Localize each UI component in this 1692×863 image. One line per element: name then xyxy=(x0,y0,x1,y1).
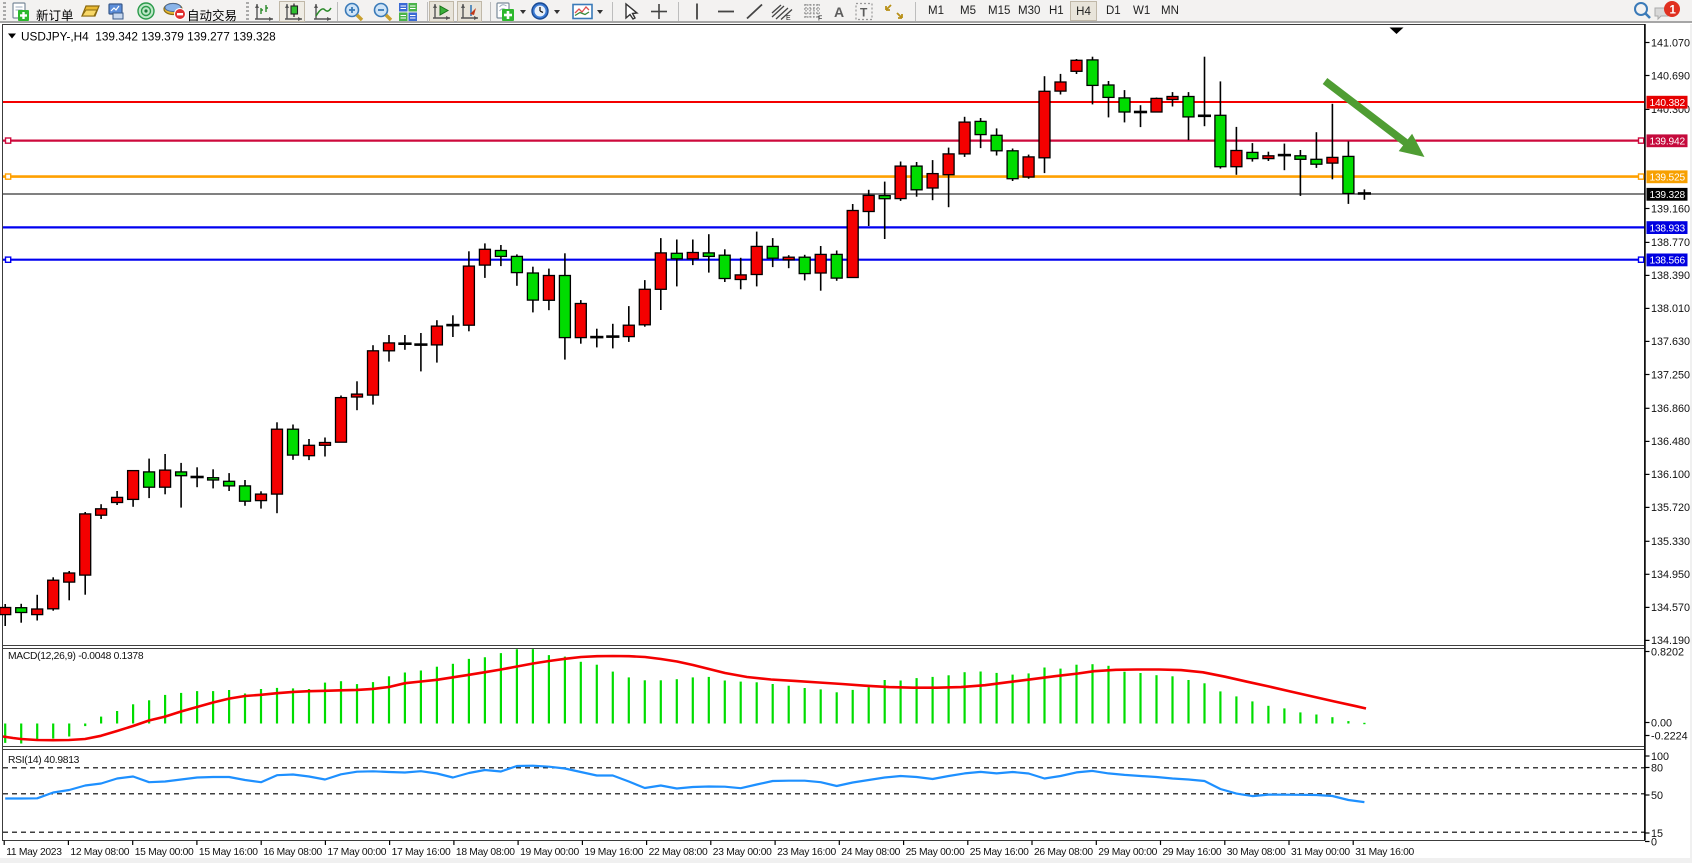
svg-text:135.330: 135.330 xyxy=(1651,536,1690,548)
svg-text:12 May 08:00: 12 May 08:00 xyxy=(70,847,129,858)
svg-text:139.525: 139.525 xyxy=(1650,173,1686,184)
svg-text:140.690: 140.690 xyxy=(1651,70,1690,82)
svg-text:17 May 00:00: 17 May 00:00 xyxy=(327,847,386,858)
svg-text:136.860: 136.860 xyxy=(1651,403,1690,415)
svg-text:137.630: 137.630 xyxy=(1651,336,1690,348)
svg-text:18 May 08:00: 18 May 08:00 xyxy=(456,847,515,858)
svg-text:23 May 00:00: 23 May 00:00 xyxy=(713,847,772,858)
svg-text:19 May 00:00: 19 May 00:00 xyxy=(520,847,579,858)
svg-text:1: 1 xyxy=(1670,4,1677,16)
svg-text:134.950: 134.950 xyxy=(1651,569,1690,581)
svg-text:15: 15 xyxy=(1651,828,1663,840)
svg-text:24 May 08:00: 24 May 08:00 xyxy=(841,847,900,858)
svg-text:29 May 16:00: 29 May 16:00 xyxy=(1163,847,1222,858)
svg-text:17 May 16:00: 17 May 16:00 xyxy=(392,847,451,858)
svg-text:25 May 00:00: 25 May 00:00 xyxy=(906,847,965,858)
svg-text:26 May 08:00: 26 May 08:00 xyxy=(1034,847,1093,858)
svg-text:136.100: 136.100 xyxy=(1651,469,1690,481)
svg-text:140.382: 140.382 xyxy=(1650,98,1686,109)
svg-text:-0.2224: -0.2224 xyxy=(1651,730,1688,742)
svg-text:23 May 16:00: 23 May 16:00 xyxy=(777,847,836,858)
svg-text:50: 50 xyxy=(1651,790,1663,802)
svg-text:0.00: 0.00 xyxy=(1651,717,1672,729)
svg-text:RSI(14) 40.9813: RSI(14) 40.9813 xyxy=(8,755,80,766)
svg-text:80: 80 xyxy=(1651,762,1663,774)
svg-text:138.010: 138.010 xyxy=(1651,303,1690,315)
svg-text:138.566: 138.566 xyxy=(1650,256,1686,267)
svg-text:138.390: 138.390 xyxy=(1651,270,1690,282)
svg-text:USDJPY-,H4 139.342 139.379 13: USDJPY-,H4 139.342 139.379 139.277 139.3… xyxy=(21,30,276,44)
svg-text:11 May 2023: 11 May 2023 xyxy=(6,847,62,858)
svg-text:134.570: 134.570 xyxy=(1651,602,1690,614)
svg-text:100: 100 xyxy=(1651,751,1669,763)
svg-text:134.190: 134.190 xyxy=(1651,635,1690,647)
svg-text:139.160: 139.160 xyxy=(1651,203,1690,215)
svg-text:139.328: 139.328 xyxy=(1650,190,1686,201)
svg-text:139.942: 139.942 xyxy=(1650,137,1686,148)
svg-text:T: T xyxy=(860,6,868,20)
svg-text:31 May 16:00: 31 May 16:00 xyxy=(1355,847,1414,858)
svg-text:22 May 08:00: 22 May 08:00 xyxy=(649,847,708,858)
svg-text:16 May 08:00: 16 May 08:00 xyxy=(263,847,322,858)
svg-text:0: 0 xyxy=(1651,836,1657,848)
svg-text:29 May 00:00: 29 May 00:00 xyxy=(1098,847,1157,858)
svg-text:135.720: 135.720 xyxy=(1651,502,1690,514)
svg-text:15 May 00:00: 15 May 00:00 xyxy=(135,847,194,858)
svg-text:15 May 16:00: 15 May 16:00 xyxy=(199,847,258,858)
svg-text:141.070: 141.070 xyxy=(1651,37,1690,49)
svg-text:138.933: 138.933 xyxy=(1650,223,1686,234)
svg-text:136.480: 136.480 xyxy=(1651,436,1690,448)
svg-text:25 May 16:00: 25 May 16:00 xyxy=(970,847,1029,858)
svg-text:19 May 16:00: 19 May 16:00 xyxy=(584,847,643,858)
svg-text:31 May 00:00: 31 May 00:00 xyxy=(1291,847,1350,858)
svg-text:0.8202: 0.8202 xyxy=(1651,646,1684,658)
svg-text:30 May 08:00: 30 May 08:00 xyxy=(1227,847,1286,858)
svg-text:MACD(12,26,9) -0.0048 0.1378: MACD(12,26,9) -0.0048 0.1378 xyxy=(8,651,144,662)
svg-text:137.250: 137.250 xyxy=(1651,369,1690,381)
svg-text:E: E xyxy=(786,15,791,22)
svg-text:A: A xyxy=(834,4,844,20)
svg-text:F: F xyxy=(818,16,822,23)
svg-text:138.770: 138.770 xyxy=(1651,237,1690,249)
